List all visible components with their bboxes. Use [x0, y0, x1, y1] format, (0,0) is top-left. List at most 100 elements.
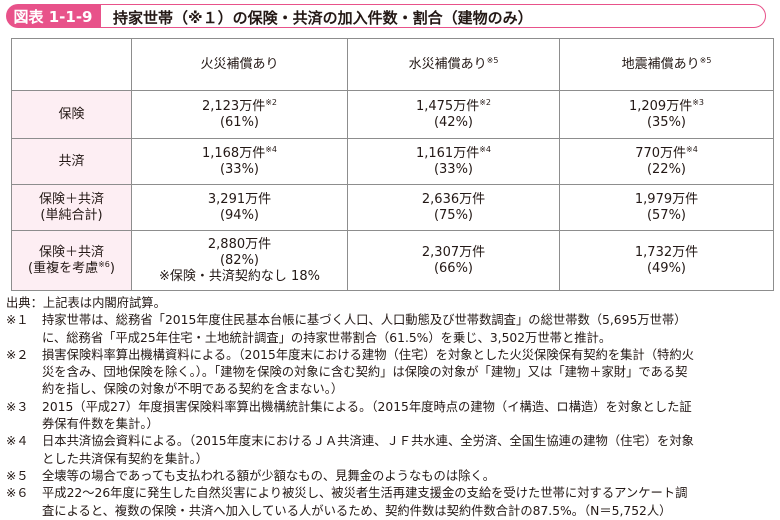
footnote-mark: ※１ — [6, 313, 29, 328]
footnote-ref: ※2 — [265, 97, 277, 107]
cell-value-text: (66%) — [433, 260, 474, 276]
footnote-line: 持家世帯は、総務省「2015年度住民基本台帳に基づく人口、人口動態及び世帯数調査… — [42, 313, 687, 328]
cell-value-line: (82%) — [132, 253, 347, 269]
cell-value-text: 1,475万件 — [415, 98, 480, 114]
table-cell: 1,475万件※2 (42%) — [347, 90, 560, 139]
row-label-text: 共済 — [58, 153, 85, 169]
row-header: 保険 — [11, 90, 132, 139]
cell-value-line: (22%) — [560, 162, 773, 178]
cell-value-text: 2,307万件 — [421, 244, 486, 260]
figure-title-box: 持家世帯（※１）の保険・共済の加入件数・割合（建物のみ） — [100, 4, 766, 28]
footnotes-list: ※１ 持家世帯は、総務省「2015年度住民基本台帳に基づく人口、人口動態及び世帯数… — [6, 312, 776, 520]
cell-value-line: (75%) — [348, 208, 559, 224]
footnote-mark: ※４ — [6, 434, 29, 449]
cell-value-text: (42%) — [433, 114, 474, 130]
row-label-text: 保険＋共済 — [38, 191, 104, 207]
cell-value-text: (57%) — [646, 207, 687, 223]
footnote-ref: ※5 — [699, 55, 712, 65]
column-label-line: 地震補償あり※5 — [560, 55, 773, 73]
cell-value-line: 1,475万件※2 — [348, 97, 559, 115]
footnote-ref: ※5 — [486, 55, 499, 65]
cell-value-line: 1,732万件 — [560, 245, 773, 261]
cell-value-line: (57%) — [560, 208, 773, 224]
footnote: ※２ 損害保険料率算出機構資料による。（2015年度末における建物（住宅）を対象と… — [6, 347, 776, 399]
footnote-ref: ※6 — [98, 259, 110, 269]
footnote-ref: ※4 — [686, 144, 698, 154]
column-label-text: 地震補償あり — [621, 56, 700, 72]
column-label-line: 火災補償あり — [132, 57, 347, 73]
table-row: 保険＋共済 (重複を考慮※6) 2,880万件 (82%) ※保険・共済契約なし 18%… — [11, 230, 774, 291]
cell-value-line: (66%) — [348, 261, 559, 277]
table-cell: 1,161万件※4 (33%) — [347, 138, 560, 185]
row-label-line: (重複を考慮※6) — [12, 259, 131, 277]
source-note: 出典：上記表は内閣府試算。 — [6, 296, 166, 310]
cell-value-line: (35%) — [560, 115, 773, 131]
cell-value-text: (35%) — [646, 114, 687, 130]
cell-value-line: 2,123万件※2 — [132, 97, 347, 115]
row-label-text-suffix: ) — [109, 260, 115, 276]
column-header: 地震補償あり※5 — [559, 38, 774, 91]
row-label-text: 保険＋共済 — [38, 244, 104, 260]
cell-value-line: 770万件※4 — [560, 144, 773, 162]
cell-value-text: 770万件 — [635, 145, 687, 161]
cell-value-line: (33%) — [348, 162, 559, 178]
footnote-ref: ※4 — [479, 144, 491, 154]
cell-value-line: 2,307万件 — [348, 245, 559, 261]
cell-value-line: 3,291万件 — [132, 192, 347, 208]
footnote-mark: ※２ — [6, 347, 29, 362]
row-label-line: 共済 — [12, 154, 131, 170]
table-cell: 2,307万件 (66%) — [347, 230, 560, 291]
table-cell: 2,123万件※2 (61%) — [131, 90, 348, 139]
figure-title: 持家世帯（※１）の保険・共済の加入件数・割合（建物のみ） — [113, 9, 533, 27]
footnote-mark: ※６ — [6, 486, 29, 501]
cell-value-text: 2,880万件 — [207, 236, 272, 252]
cell-value-line: 2,636万件 — [348, 192, 559, 208]
footnote: ※６ 平成22～26年度に発生した自然災害により被災し、被災者生活再建支援金の支給… — [6, 485, 776, 520]
cell-value-text: (94%) — [219, 207, 260, 223]
corner-cell — [11, 38, 132, 91]
cell-value-line: (33%) — [132, 162, 347, 178]
table-cell: 2,636万件 (75%) — [347, 184, 560, 231]
cell-value-text: (82%) — [219, 252, 260, 268]
column-label-text: 水災補償あり — [408, 56, 487, 72]
table-cell: 770万件※4 (22%) — [559, 138, 774, 185]
footnote-ref: ※4 — [265, 144, 277, 154]
cell-value-text: 1,168万件 — [201, 145, 266, 161]
cell-value-line: 1,209万件※3 — [560, 97, 773, 115]
footnote-line: 損害保険料率算出機構資料による。（2015年度末における建物（住宅）を対象とした… — [42, 347, 694, 362]
cell-value-text: (22%) — [646, 161, 687, 177]
footnote-line: 査によると、複数の保険・共済へ加入している人がいるため、契約件数は契約件数合計の… — [42, 503, 672, 518]
cell-value-text: 1,732万件 — [634, 244, 699, 260]
table-row: 保険 2,123万件※2 (61%) 1,475万件※2 (42%) 1,209万件※3(… — [11, 90, 774, 139]
column-label-text: 火災補償あり — [200, 56, 279, 72]
footnote-line: 券保有件数を集計。） — [42, 417, 159, 432]
footnote-ref: ※2 — [479, 97, 491, 107]
cell-value-text: (33%) — [219, 161, 260, 177]
footnote-line: 災を含み、団地保険を除く。）。「建物を保険の対象に含む契約」は保険の対象が「建物… — [42, 365, 688, 380]
footnote-line: 約を指し、保険の対象が不明である契約を含まない。） — [42, 382, 344, 397]
table-row: 保険＋共済 (単純合計) 3,291万件 (94%) 2,636万件 (75%) 1,979… — [11, 184, 774, 231]
table-cell: 3,291万件 (94%) — [131, 184, 348, 231]
cell-value-line: (49%) — [560, 261, 773, 277]
footnote-line: 日本共済協会資料による。（2015年度末におけるＪＡ共済連、ＪＦ共水連、全労済、… — [42, 434, 694, 449]
column-label-line: 水災補償あり※5 — [348, 55, 559, 73]
row-label-line: 保険 — [12, 107, 131, 123]
cell-value-line: (42%) — [348, 115, 559, 131]
cell-value-text: ※保険・共済契約なし 18% — [159, 268, 320, 284]
footnote: ※３ 2015（平成27）年度損害保険料率算出機構統計集による。（2015年度時点… — [6, 399, 776, 434]
cell-value-text: (61%) — [219, 114, 260, 130]
footnote-ref: ※3 — [692, 97, 704, 107]
footnote-mark: ※３ — [6, 399, 29, 414]
table-header-row: 火災補償あり 水災補償あり※5 地震補償あり※5 — [11, 38, 774, 91]
row-label-line: 保険＋共済 — [12, 192, 131, 208]
cell-value-line: 2,880万件 — [132, 237, 347, 253]
footnote-line: 2015（平成27）年度損害保険料率算出機構統計集による。（2015年度時点の建… — [42, 399, 692, 414]
figure-number-badge: 図表 1-1-9 — [6, 4, 100, 28]
cell-value-line: 1,168万件※4 — [132, 144, 347, 162]
cell-value-text: (49%) — [646, 260, 687, 276]
footnote-line: とした共済保有契約を集計。） — [42, 451, 209, 466]
cell-value-text: 3,291万件 — [207, 191, 272, 207]
footnote-line: 平成22～26年度に発生した自然災害により被災し、被災者生活再建支援金の支給を受… — [42, 486, 688, 501]
cell-value-line: 1,161万件※4 — [348, 144, 559, 162]
row-header: 保険＋共済 (単純合計) — [11, 184, 132, 231]
